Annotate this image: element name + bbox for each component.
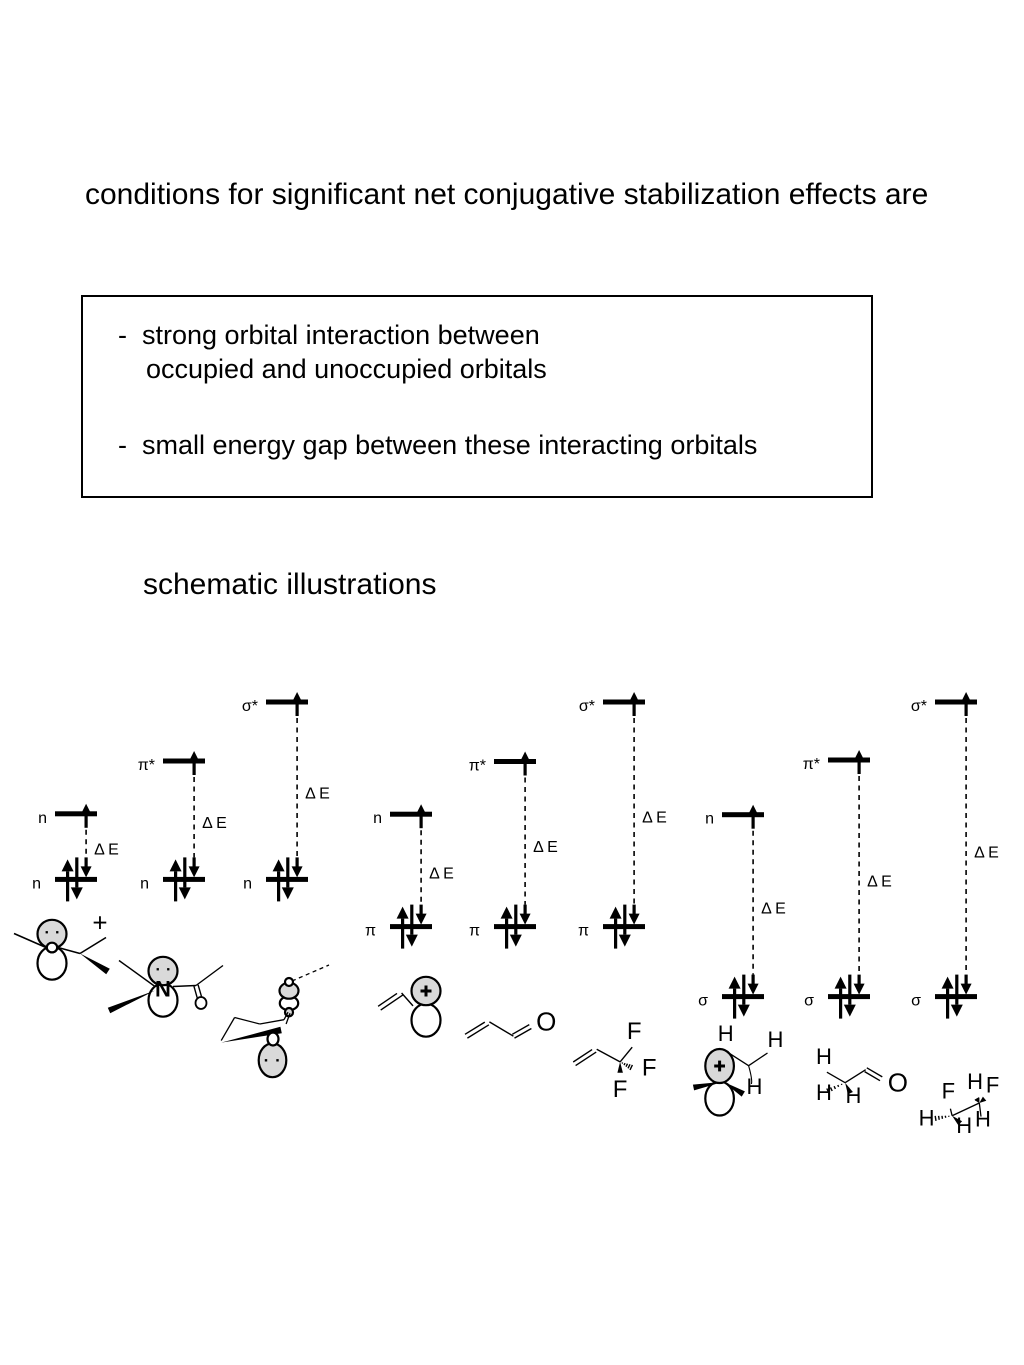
svg-text:n: n xyxy=(705,811,714,828)
svg-text:n: n xyxy=(38,810,47,827)
svg-text:Δ: Δ xyxy=(867,873,878,890)
svg-text:O: O xyxy=(536,1007,556,1037)
svg-text:H: H xyxy=(845,1083,861,1108)
svg-text:H: H xyxy=(975,1107,991,1132)
svg-text:F: F xyxy=(627,1018,642,1045)
svg-text:+: + xyxy=(92,908,107,938)
svg-text:H: H xyxy=(718,1021,734,1046)
svg-text:O: O xyxy=(888,1067,908,1097)
svg-text:n: n xyxy=(373,810,382,827)
svg-text:E: E xyxy=(443,865,454,882)
svg-text:Δ: Δ xyxy=(533,839,544,856)
svg-text:π*: π* xyxy=(138,757,155,774)
svg-text:E: E xyxy=(108,842,119,859)
svg-text:Δ: Δ xyxy=(974,844,985,861)
svg-text:Δ: Δ xyxy=(202,815,213,832)
svg-text:F: F xyxy=(986,1073,999,1098)
svg-text:H: H xyxy=(967,1069,983,1094)
svg-text:σ*: σ* xyxy=(579,698,595,715)
svg-text:π*: π* xyxy=(803,756,820,773)
svg-text:Δ: Δ xyxy=(429,865,440,882)
svg-text:σ*: σ* xyxy=(911,698,927,715)
svg-text:Δ: Δ xyxy=(642,809,653,826)
svg-text:E: E xyxy=(319,786,330,803)
svg-text:N: N xyxy=(155,977,171,1002)
svg-text:π*: π* xyxy=(469,758,486,775)
svg-text:H: H xyxy=(768,1027,784,1052)
svg-text:H: H xyxy=(816,1080,832,1105)
svg-text:F: F xyxy=(942,1079,955,1104)
svg-text:F: F xyxy=(642,1054,657,1081)
svg-text:σ*: σ* xyxy=(242,698,258,715)
svg-text:Δ: Δ xyxy=(305,786,316,803)
svg-text:n: n xyxy=(243,875,252,892)
svg-text:F: F xyxy=(613,1076,628,1103)
svg-text:n: n xyxy=(140,875,149,892)
svg-text:H: H xyxy=(956,1113,972,1138)
svg-text:E: E xyxy=(881,873,892,890)
svg-text:H: H xyxy=(816,1044,832,1069)
svg-text:E: E xyxy=(656,809,667,826)
svg-text:E: E xyxy=(988,844,999,861)
svg-text:H: H xyxy=(919,1105,935,1130)
svg-text:E: E xyxy=(216,815,227,832)
svg-text:n: n xyxy=(32,875,41,892)
svg-text:E: E xyxy=(547,839,558,856)
svg-text:H: H xyxy=(746,1074,762,1099)
svg-text:Δ: Δ xyxy=(94,842,105,859)
